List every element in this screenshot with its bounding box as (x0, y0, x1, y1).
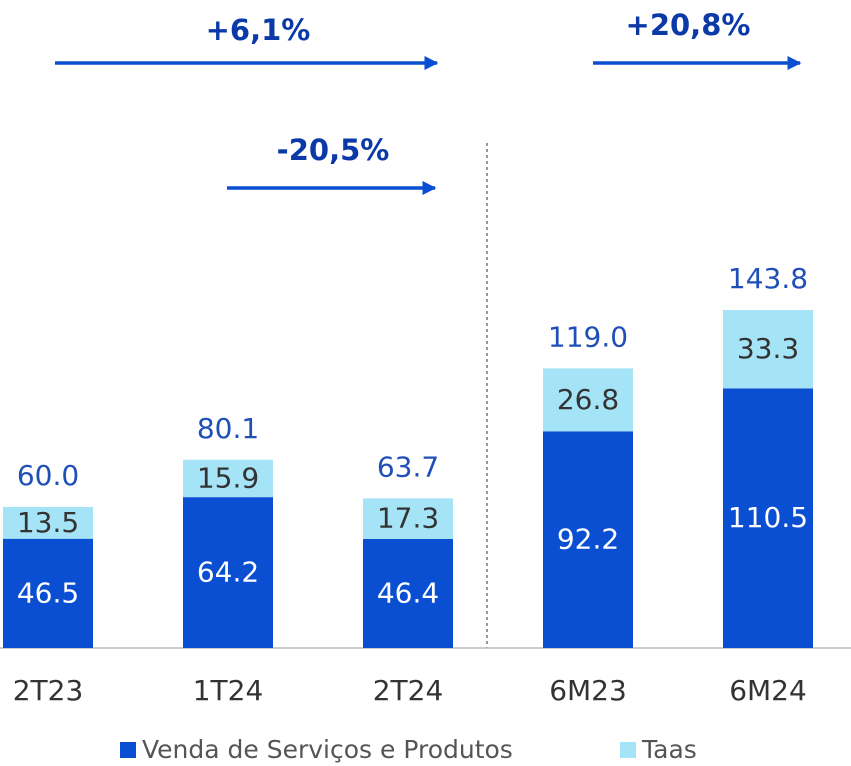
segment-label: 64.2 (197, 556, 259, 589)
x-tick-label: 6M23 (549, 674, 627, 707)
segment-label: 110.5 (728, 501, 808, 534)
x-tick-label: 2T23 (13, 674, 84, 707)
legend-swatch (120, 742, 136, 758)
legend-swatch (620, 742, 636, 758)
total-label: 80.1 (197, 412, 259, 445)
segment-label: 26.8 (557, 383, 619, 416)
legend-label: Taas (641, 735, 697, 764)
bar-segment (183, 459, 273, 498)
bar-segment (543, 431, 633, 648)
bar-segment (723, 310, 813, 389)
segment-label: 17.3 (377, 502, 439, 535)
total-label: 63.7 (377, 450, 439, 483)
x-tick-label: 6M24 (729, 674, 807, 707)
bar-segment (3, 538, 93, 648)
segment-label: 15.9 (197, 461, 259, 494)
annotation: +6,1% (206, 13, 311, 47)
segment-label: 46.4 (377, 576, 439, 609)
bar-segment (3, 507, 93, 539)
x-tick-label: 1T24 (193, 674, 264, 707)
segment-label: 92.2 (557, 523, 619, 556)
annotation: -20,5% (277, 133, 390, 167)
segment-label: 46.5 (17, 576, 79, 609)
annotation: +20,8% (626, 8, 751, 42)
x-tick-label: 2T24 (373, 674, 444, 707)
total-label: 119.0 (548, 320, 628, 353)
bar-segment (363, 538, 453, 648)
legend-label: Venda de Serviços e Produtos (142, 735, 513, 764)
bar-segment (543, 368, 633, 432)
segment-label: 13.5 (17, 506, 79, 539)
total-label: 143.8 (728, 262, 808, 295)
segment-label: 33.3 (737, 332, 799, 365)
total-label: 60.0 (17, 459, 79, 492)
bar-segment (363, 498, 453, 539)
bar-segment (723, 388, 813, 648)
bar-segment (183, 497, 273, 648)
